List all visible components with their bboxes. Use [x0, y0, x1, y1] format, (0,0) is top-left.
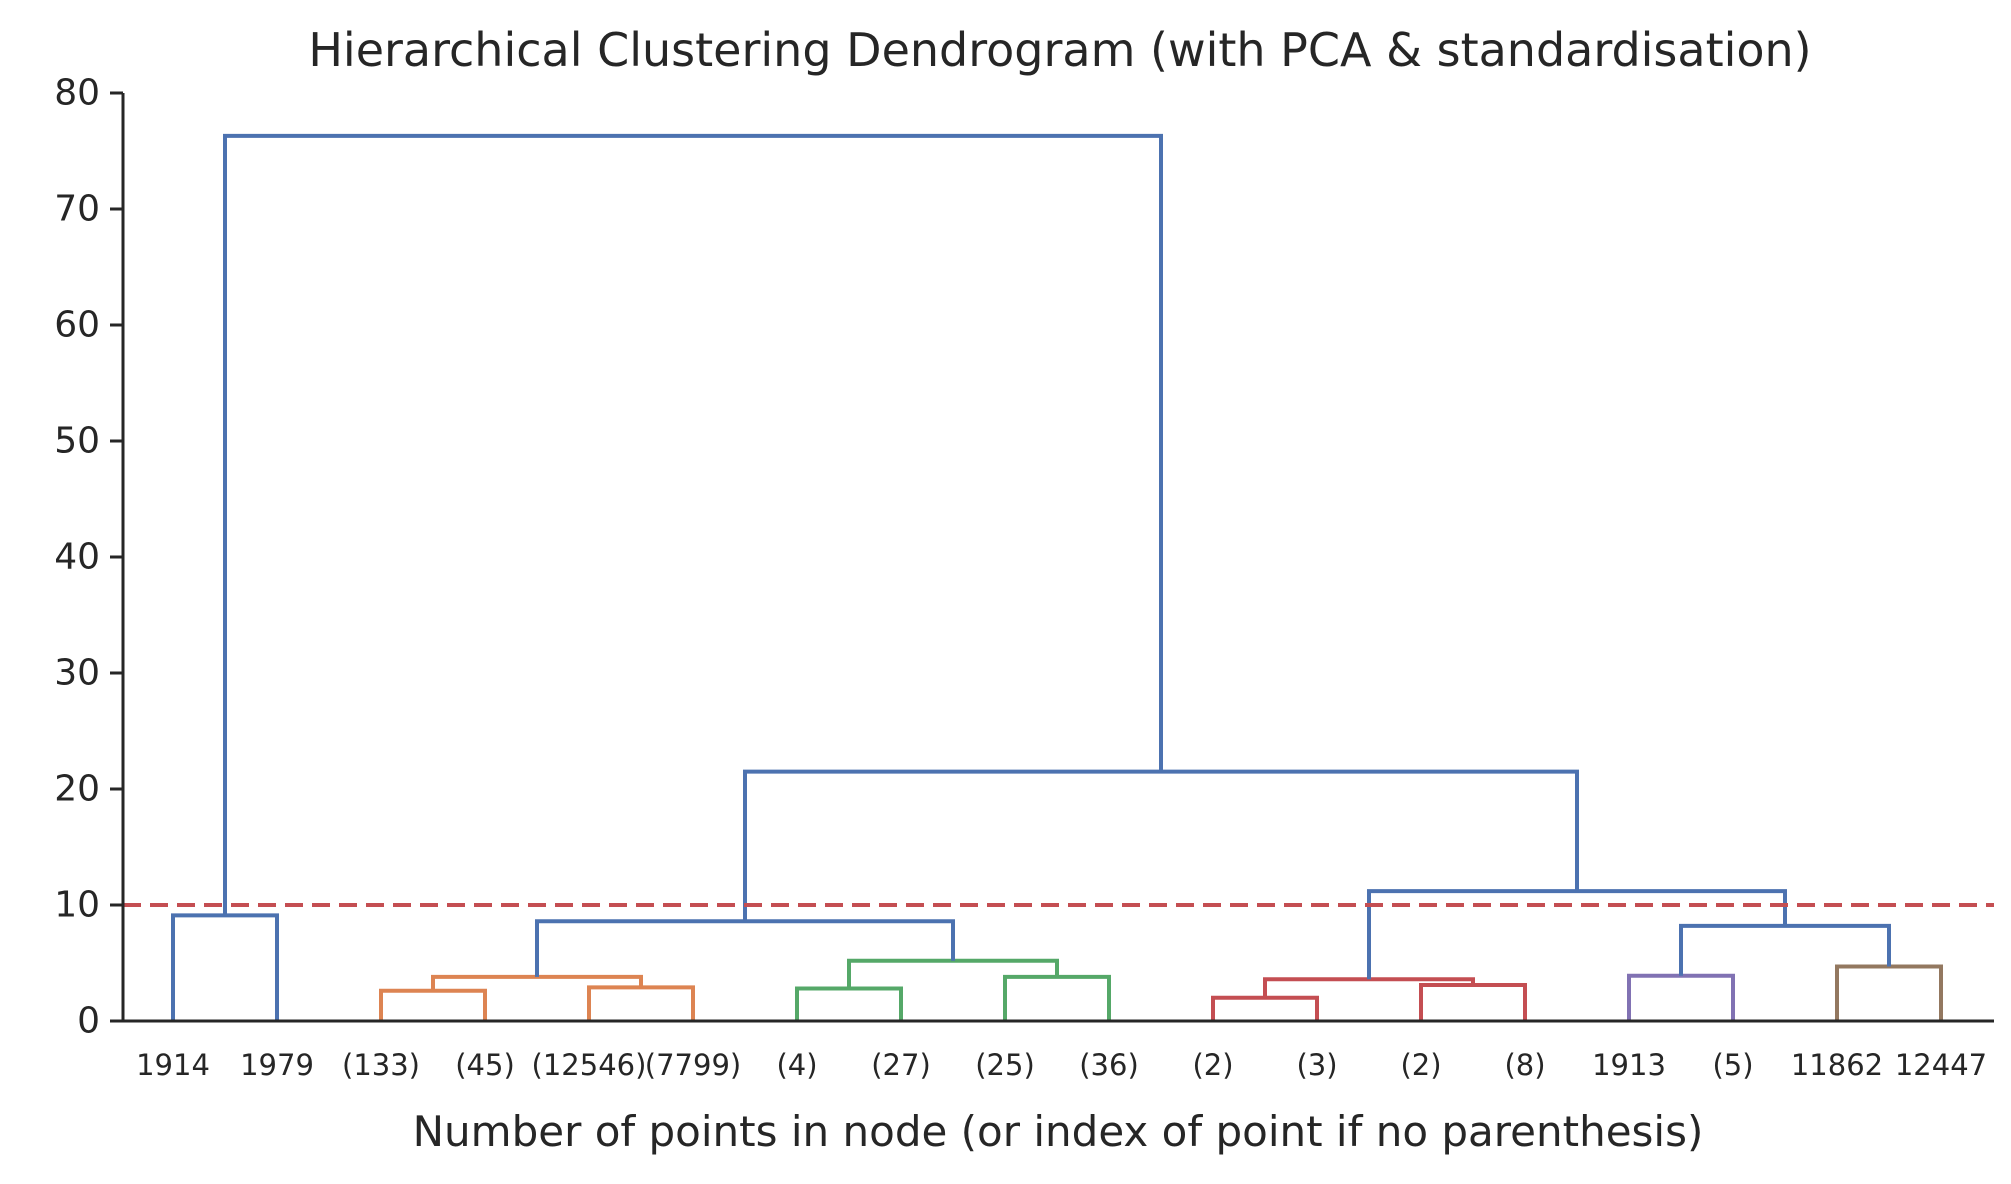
dendrogram-link-5 — [1003, 974, 1111, 1021]
x-tick-label-13: (8) — [1504, 1048, 1545, 1082]
dendrogram-link-0 — [171, 913, 279, 1021]
y-axis-ticks: 0 10 20 30 40 50 60 70 80 — [54, 73, 123, 1042]
dendrogram-link-15 — [743, 769, 1579, 922]
y-tick-label-50: 50 — [54, 421, 100, 462]
dendrogram-link-2 — [587, 985, 695, 1021]
y-tick-label-70: 70 — [54, 189, 100, 230]
x-tick-label-11: (3) — [1296, 1048, 1337, 1082]
x-tick-label-8: (25) — [975, 1048, 1035, 1082]
dendrogram-link-4 — [795, 986, 903, 1021]
y-tick-label-40: 40 — [54, 537, 100, 578]
x-tick-label-10: (2) — [1192, 1048, 1233, 1082]
dendrogram-link-6 — [847, 958, 1059, 989]
x-tick-label-7: (27) — [871, 1048, 931, 1082]
x-axis-ticks: 1914 1979 (133) (45) (12546)(7799) (4) (27) (25… — [136, 1048, 1987, 1082]
x-tick-label-0: 1914 — [136, 1048, 210, 1082]
dendrogram-link-10 — [1263, 977, 1475, 998]
x-tick-label-1: 1979 — [240, 1048, 314, 1082]
x-tick-label-6: (4) — [776, 1048, 817, 1082]
x-tick-label-2: (133) — [342, 1048, 420, 1082]
x-tick-label-17: 12447 — [1895, 1048, 1987, 1082]
chart-title: Hierarchical Clustering Dendrogram (with… — [308, 23, 1811, 77]
dendrogram-link-12 — [1835, 964, 1943, 1021]
y-tick-label-10: 10 — [54, 885, 100, 926]
x-tick-label-9: (36) — [1079, 1048, 1139, 1082]
dendrogram-link-11 — [1627, 973, 1735, 1021]
dendrogram-link-1 — [379, 988, 487, 1021]
dendrogram-links — [171, 133, 1943, 1021]
x-tick-label-5: (7799) — [645, 1048, 741, 1082]
x-tick-label-14: 1913 — [1592, 1048, 1666, 1082]
x-tick-label-3: (45) — [455, 1048, 515, 1082]
y-tick-label-20: 20 — [54, 769, 100, 810]
y-tick-label-0: 0 — [77, 1001, 100, 1042]
y-tick-label-80: 80 — [54, 73, 100, 114]
x-tick-label-15: (5) — [1712, 1048, 1753, 1082]
dendrogram-link-8 — [1211, 995, 1319, 1021]
dendrogram-link-9 — [1419, 983, 1527, 1021]
y-tick-label-60: 60 — [54, 305, 100, 346]
x-tick-label-16: 11862 — [1791, 1048, 1883, 1082]
dendrogram-link-16 — [223, 133, 1163, 916]
y-tick-label-30: 30 — [54, 653, 100, 694]
x-tick-label-4: (12546) — [532, 1048, 647, 1082]
x-tick-label-12: (2) — [1400, 1048, 1441, 1082]
dendrogram-link-7 — [535, 919, 955, 977]
x-axis-label: Number of points in node (or index of po… — [413, 1107, 1704, 1156]
